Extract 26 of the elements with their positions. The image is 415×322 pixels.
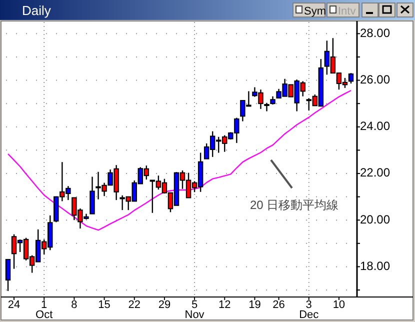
y-tick-label: 18.00: [360, 258, 390, 273]
candlestick: [348, 72, 354, 84]
x-tick-label: 29: [158, 299, 171, 311]
candlestick: [264, 102, 270, 112]
x-tick-label: 19: [248, 299, 261, 311]
line-series: [7, 90, 352, 231]
x-tick-label: 5 Nov: [184, 299, 205, 321]
x-tick-label: 1 Oct: [36, 299, 53, 321]
x-tick-label: 22: [128, 299, 140, 311]
x-tick-label: 8: [71, 299, 78, 311]
x-tick-label: 12: [218, 299, 231, 311]
chart-title: Daily: [22, 3, 52, 18]
y-tick-label: 24.00: [360, 119, 390, 134]
y-tick-label: 26.00: [360, 72, 390, 86]
x-tick-label: 24: [8, 299, 20, 311]
candlestick: [5, 258, 11, 292]
x-tick-label: 3 Dec: [299, 299, 320, 321]
x-tick-label: 15: [98, 299, 110, 311]
x-tick-label: 10: [332, 299, 346, 311]
y-tick-label: 22.00: [360, 166, 390, 180]
y-tick-label: 28.00: [360, 26, 390, 40]
candlestick: [90, 176, 95, 214]
x-tick-label: 26: [272, 299, 285, 311]
y-tick-label: 20.00: [360, 212, 390, 226]
annotation: 20 日移動平均線: [250, 198, 339, 212]
text: Sym: [304, 6, 326, 18]
